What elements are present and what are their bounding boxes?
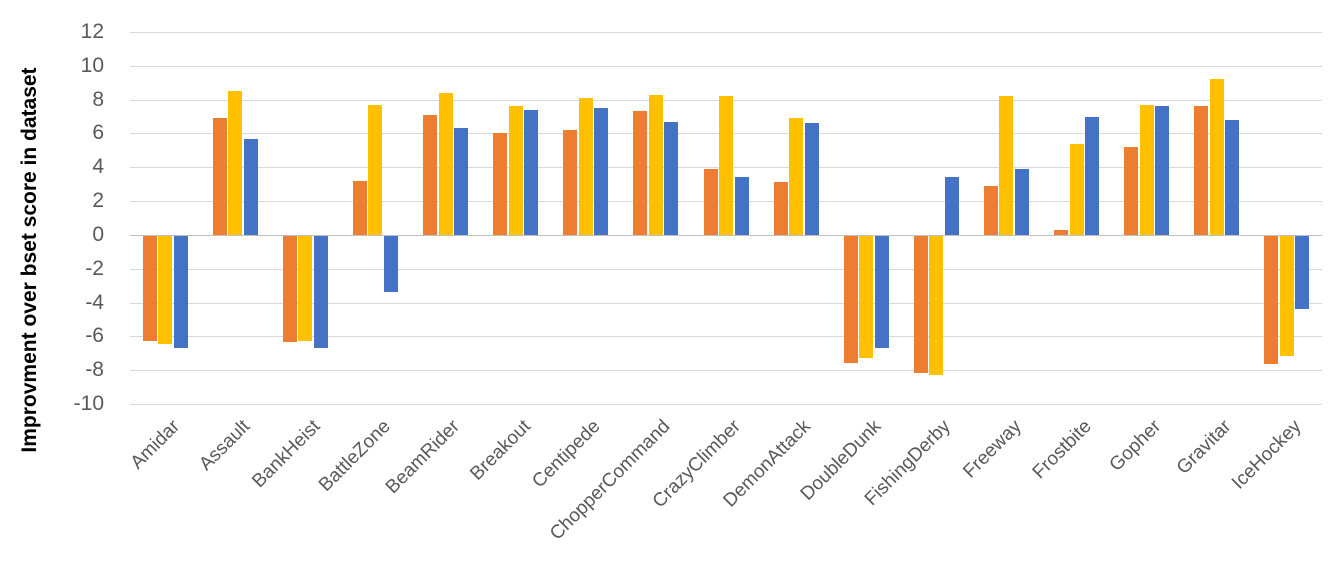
x-category-label: Frostbite [1028, 416, 1096, 484]
y-tick-label: 6 [92, 121, 104, 145]
y-axis-title: Improvment over bset score in dataset [18, 67, 41, 453]
bar-Frostbite-series-2-yellow [1069, 143, 1084, 235]
gridline [130, 370, 1322, 372]
bar-Amidar-series-1-orange [142, 235, 157, 341]
gridline [130, 336, 1322, 338]
bar-DoubleDunk-series-3-blue [874, 235, 889, 348]
bar-Centipede-series-1-orange [563, 130, 578, 235]
bar-Frostbite-series-3-blue [1085, 116, 1100, 235]
bar-FishingDerby-series-2-yellow [929, 235, 944, 375]
x-category-label: Assault [195, 416, 255, 475]
bar-BeamRider-series-3-blue [454, 128, 469, 235]
bar-DemonAttack-series-2-yellow [789, 118, 804, 235]
bar-DemonAttack-series-1-orange [773, 182, 788, 235]
bar-Assault-series-1-orange [212, 118, 227, 235]
bar-Freeway-series-2-yellow [999, 96, 1014, 235]
y-tick-label: -6 [85, 324, 104, 348]
bar-BankHeist-series-3-blue [313, 235, 328, 348]
x-category-label: IceHockey [1228, 416, 1306, 494]
y-tick-label: 0 [92, 222, 104, 246]
bar-Freeway-series-3-blue [1014, 168, 1029, 235]
x-category-label: Gravitar [1173, 416, 1236, 479]
bar-Gravitar-series-3-blue [1225, 119, 1240, 235]
y-tick-label: 10 [80, 53, 104, 77]
bar-Gopher-series-1-orange [1124, 146, 1139, 235]
x-axis-zero-line [130, 234, 1322, 236]
x-category-label: Amidar [126, 416, 184, 474]
bar-DemonAttack-series-3-blue [804, 123, 819, 235]
bar-IceHockey-series-3-blue [1295, 235, 1310, 309]
y-tick-label: 2 [92, 189, 104, 213]
bar-Gopher-series-3-blue [1155, 106, 1170, 235]
bar-Assault-series-2-yellow [228, 91, 243, 235]
bar-DoubleDunk-series-1-orange [843, 235, 858, 363]
bar-CrazyClimber-series-2-yellow [719, 96, 733, 235]
gridline [130, 65, 1322, 67]
x-category-label: Breakout [465, 416, 535, 485]
bar-Breakout-series-1-orange [493, 133, 508, 235]
bar-BankHeist-series-1-orange [282, 235, 297, 343]
bar-Centipede-series-3-blue [594, 108, 609, 235]
plot-area [130, 32, 1322, 405]
bar-BeamRider-series-2-yellow [438, 92, 453, 235]
bar-FishingDerby-series-1-orange [913, 235, 928, 373]
bar-ChopperCommand-series-3-blue [664, 121, 679, 235]
bar-Freeway-series-1-orange [983, 185, 998, 235]
bar-Centipede-series-2-yellow [578, 97, 593, 235]
bar-Assault-series-3-blue [243, 138, 258, 235]
bar-BeamRider-series-1-orange [423, 114, 438, 235]
bar-Amidar-series-2-yellow [158, 235, 173, 345]
bar-BattleZone-series-2-yellow [368, 104, 383, 235]
bar-Frostbite-series-1-orange [1054, 229, 1069, 235]
y-tick-label: -10 [73, 392, 104, 415]
bar-Gopher-series-2-yellow [1139, 104, 1154, 235]
bar-Amidar-series-3-blue [173, 235, 188, 348]
bar-Breakout-series-3-blue [524, 109, 539, 235]
y-tick-label: 8 [92, 87, 104, 111]
bar-ChopperCommand-series-2-yellow [648, 94, 663, 235]
x-category-label: Gopher [1105, 416, 1166, 476]
bar-BankHeist-series-2-yellow [298, 235, 313, 341]
x-category-label: BeamRider [382, 416, 465, 499]
y-tick-label: 4 [92, 155, 104, 179]
gridline [130, 302, 1322, 304]
bar-IceHockey-series-1-orange [1264, 235, 1279, 365]
bar-CrazyClimber-series-3-blue [734, 177, 749, 235]
bar-ChopperCommand-series-1-orange [633, 111, 648, 235]
bar-BattleZone-series-1-orange [352, 180, 367, 235]
bar-DoubleDunk-series-2-yellow [859, 235, 874, 358]
gridline [130, 32, 1322, 33]
y-tick-label: 12 [80, 20, 104, 43]
x-category-label: Freeway [958, 416, 1026, 483]
bar-FishingDerby-series-3-blue [944, 177, 959, 235]
gridline [130, 268, 1322, 270]
bar-Breakout-series-2-yellow [508, 106, 523, 235]
y-tick-label: -8 [85, 358, 104, 382]
y-tick-label: -4 [85, 290, 104, 314]
bar-CrazyClimber-series-1-orange [703, 168, 718, 235]
y-tick-label: -2 [85, 256, 104, 280]
bar-Gravitar-series-2-yellow [1209, 79, 1224, 235]
bar-Gravitar-series-1-orange [1194, 106, 1209, 235]
gridline [130, 404, 1322, 405]
x-category-label: ChopperCommand [546, 416, 675, 545]
bar-IceHockey-series-2-yellow [1279, 235, 1294, 356]
x-category-label: BankHeist [248, 416, 325, 493]
bar-BattleZone-series-3-blue [383, 235, 398, 292]
